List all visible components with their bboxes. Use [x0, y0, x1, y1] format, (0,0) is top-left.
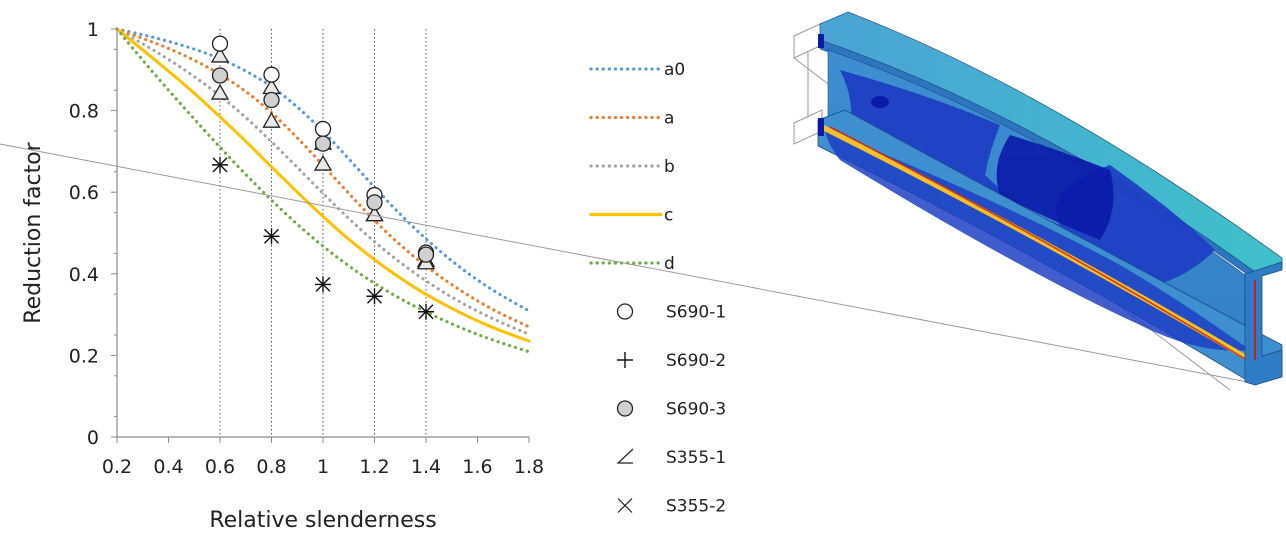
- marker-S355-1-b2: [313, 154, 333, 171]
- legend: a0 a b c d S690-1 S690-2 S690-3 S355-1 S355-2: [589, 60, 726, 517]
- y-tick-label-5: 1: [87, 19, 99, 41]
- legend-swatch-S690-1: [616, 303, 634, 320]
- marker-S690-3-1: [263, 91, 280, 109]
- marker-S355-2-2: [315, 276, 331, 292]
- stress-zone-dark-2: [996, 135, 1114, 240]
- legend-label-a: a: [664, 109, 674, 129]
- marker-S690-3-3: [366, 194, 383, 211]
- plastic-strip: [822, 124, 1262, 370]
- fem-ibeam-illustration: [0, 11, 1283, 391]
- curve-d: [115, 27, 531, 354]
- x-tick-label-1: 0.4: [153, 456, 183, 478]
- chart: 0.2 0.4 0.6 0.8 1 1.2 1.4 1.6 1.800.20.40.60.81 …: [21, 19, 726, 533]
- y-tick-label-1: 0.2: [69, 345, 99, 367]
- stress-spot: [871, 96, 889, 108]
- legend-swatch-S355-2: [617, 498, 633, 513]
- vertical-gridlines: [219, 29, 427, 437]
- legend-label-a0: a0: [664, 60, 685, 80]
- marker-S355-1-b0: [210, 83, 230, 100]
- y-tick-label-4: 0.8: [69, 101, 99, 123]
- end-section: [1244, 261, 1283, 386]
- left-cap-bottom: [818, 118, 824, 136]
- x-tick-label-7: 1.6: [462, 456, 492, 478]
- left-cap-top: [818, 34, 824, 48]
- x-tick-label-6: 1.4: [411, 456, 441, 478]
- marker-S355-1-b3: [365, 205, 384, 222]
- marker-S690-1-2: [314, 120, 332, 138]
- x-axis-title: Relative slenderness: [209, 508, 436, 533]
- legend-label-S355-1: S355-1: [666, 448, 726, 468]
- legend-label-S690-3: S690-3: [666, 400, 726, 420]
- x-tick-label-4: 1: [317, 456, 329, 478]
- legend-label-b: b: [664, 157, 675, 177]
- y-tick-label-3: 0.6: [69, 182, 99, 204]
- legend-label-S690-2: S690-2: [666, 351, 726, 371]
- marker-S355-1-0: [210, 46, 230, 63]
- x-tick-label-2: 0.6: [205, 456, 235, 478]
- plastic-strip-core: [830, 126, 1255, 366]
- x-tick-label-8: 1.8: [514, 456, 544, 478]
- y-tick-label-0: 0: [87, 427, 99, 449]
- legend-swatch-S690-2: [617, 352, 633, 368]
- marker-S690-3-4: [417, 246, 435, 263]
- marker-S690-1-1: [263, 66, 280, 83]
- legend-label-S690-1: S690-1: [666, 303, 726, 323]
- x-tick-label-3: 0.8: [256, 456, 286, 478]
- legend-label-d: d: [664, 254, 675, 274]
- marker-S690-3-0: [211, 67, 229, 84]
- curve-b: [115, 27, 531, 336]
- legend-label-S355-2: S355-2: [666, 497, 726, 517]
- marker-S355-2-4: [418, 304, 434, 320]
- legend-swatch-S355-1: [616, 448, 634, 464]
- y-axis-title: Reduction factor: [21, 141, 46, 323]
- marker-S355-2-3: [367, 288, 382, 304]
- ticks: 0.2 0.4 0.6 0.8 1 1.2 1.4 1.6 1.800.20.40.60.81: [69, 19, 544, 478]
- y-tick-label-2: 0.4: [69, 264, 99, 286]
- markers: [210, 35, 436, 320]
- stress-zone-dark: [840, 70, 1215, 290]
- x-tick-label-5: 1.2: [359, 456, 389, 478]
- marker-S690-1-0: [211, 35, 229, 52]
- legend-swatch-S690-3: [616, 400, 634, 417]
- x-tick-label-0: 0.2: [102, 456, 132, 478]
- marker-S355-2-1: [264, 228, 279, 244]
- marker-S355-2-0: [212, 157, 228, 173]
- curve-c: [115, 27, 531, 343]
- marker-S690-3-2: [314, 135, 332, 152]
- legend-label-c: c: [664, 206, 673, 226]
- marker-S355-1-b1: [262, 111, 281, 128]
